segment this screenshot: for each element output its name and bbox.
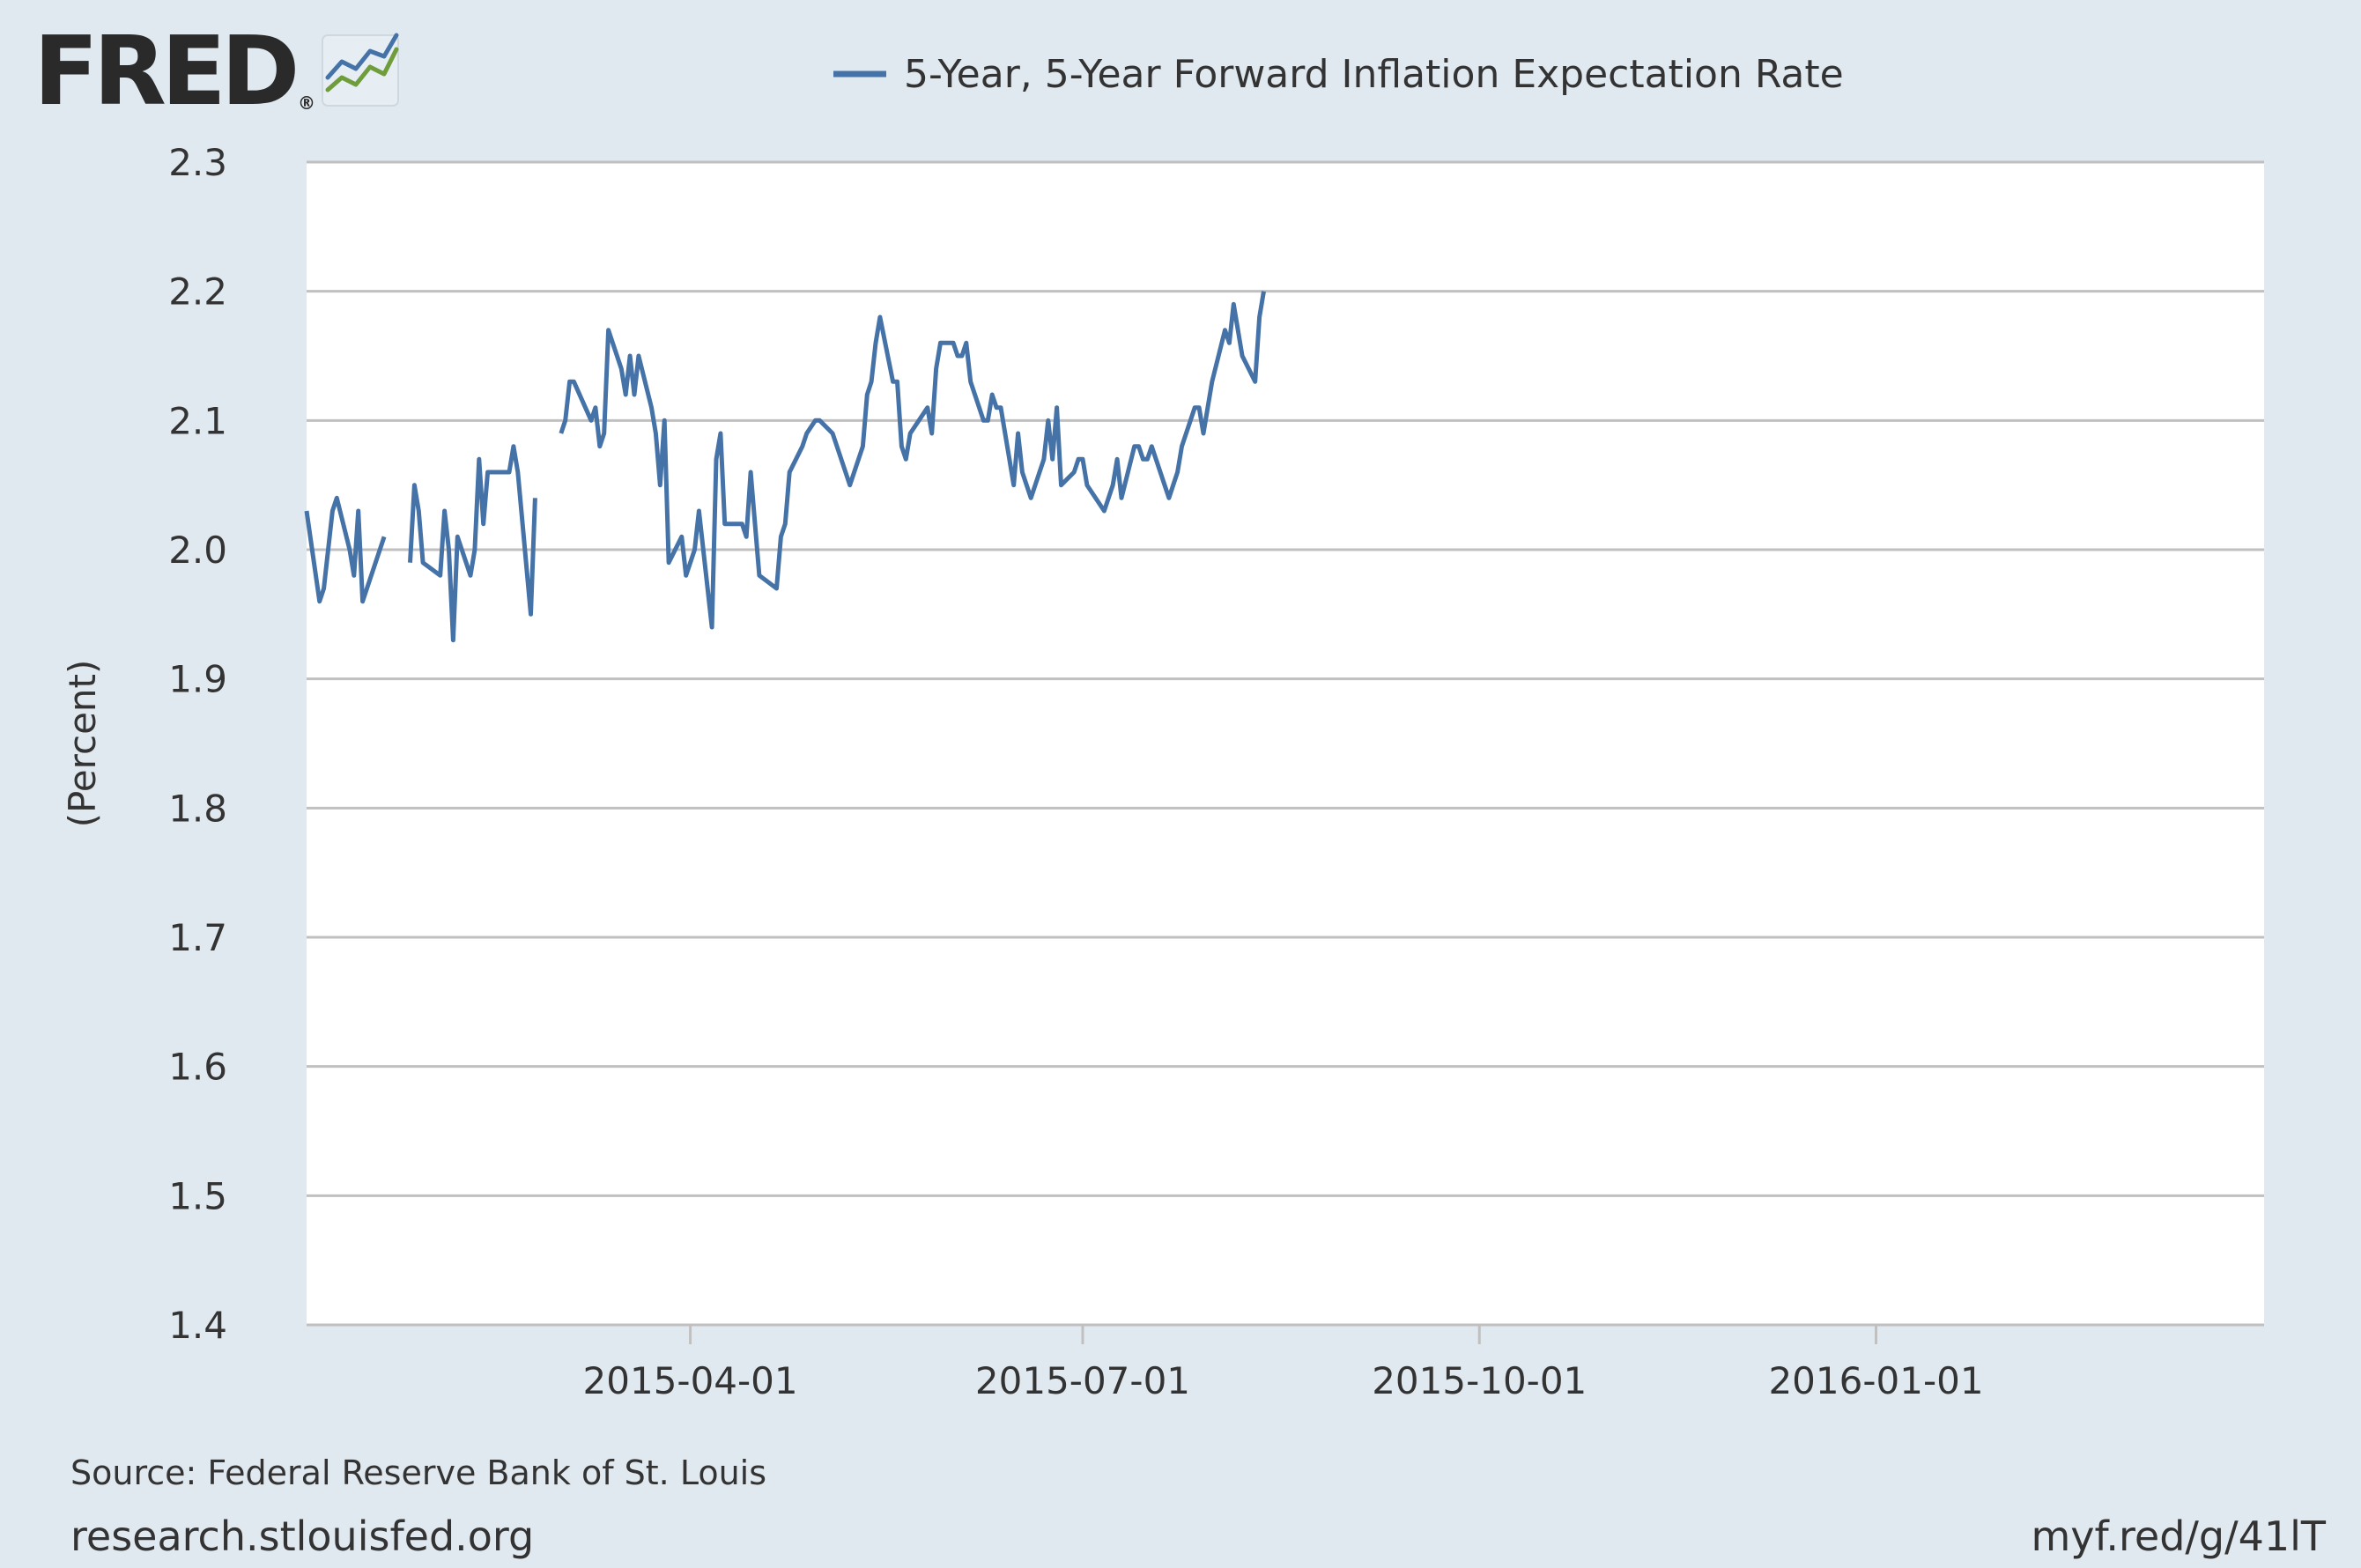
source-note: Source: Federal Reserve Bank of St. Loui… xyxy=(70,1453,766,1492)
y-tick-label: 1.5 xyxy=(168,1174,227,1217)
x-axis-ticks: 2015-04-01 2015-07-01 2015-10-01 2016-01-01 xyxy=(583,1325,1984,1402)
y-axis-label: (Percent) xyxy=(61,660,104,828)
y-tick-label: 1.8 xyxy=(168,787,227,830)
x-tick-label: 2015-07-01 xyxy=(975,1359,1190,1402)
legend[interactable]: 5-Year, 5-Year Forward Inflation Expecta… xyxy=(833,52,1844,97)
registered-mark: ® xyxy=(298,92,315,114)
y-tick-label: 1.4 xyxy=(168,1304,227,1347)
x-tick-label: 2015-04-01 xyxy=(583,1359,798,1402)
fred-chart-logo-icon xyxy=(322,33,399,107)
gridlines xyxy=(307,160,2264,1327)
x-tick-label: 2016-01-01 xyxy=(1768,1359,1983,1402)
site-link[interactable]: research.stlouisfed.org xyxy=(70,1513,534,1560)
fred-wordmark: FRED xyxy=(33,17,295,127)
plot-area xyxy=(307,162,2264,1325)
series-line-segment xyxy=(304,495,387,604)
y-axis-ticks: 1.4 1.5 1.6 1.7 1.8 1.9 2.0 2.1 2.2 2.3 xyxy=(168,141,227,1347)
fred-logo[interactable]: FRED ® xyxy=(33,17,399,127)
series-line-segment xyxy=(559,291,1266,630)
y-tick-label: 2.2 xyxy=(168,270,227,314)
y-tick-label: 2.3 xyxy=(168,141,227,184)
legend-label: 5-Year, 5-Year Forward Inflation Expecta… xyxy=(904,52,1844,97)
short-link[interactable]: myf.red/g/41lT xyxy=(2031,1513,2326,1560)
y-tick-label: 1.9 xyxy=(168,658,227,701)
series-lines xyxy=(304,291,1266,643)
y-tick-label: 1.7 xyxy=(168,916,227,959)
x-tick-label: 2015-10-01 xyxy=(1372,1359,1587,1402)
y-tick-label: 2.1 xyxy=(168,399,227,442)
y-tick-label: 2.0 xyxy=(168,529,227,572)
y-tick-label: 1.6 xyxy=(168,1046,227,1089)
series-line-segment xyxy=(408,444,537,643)
